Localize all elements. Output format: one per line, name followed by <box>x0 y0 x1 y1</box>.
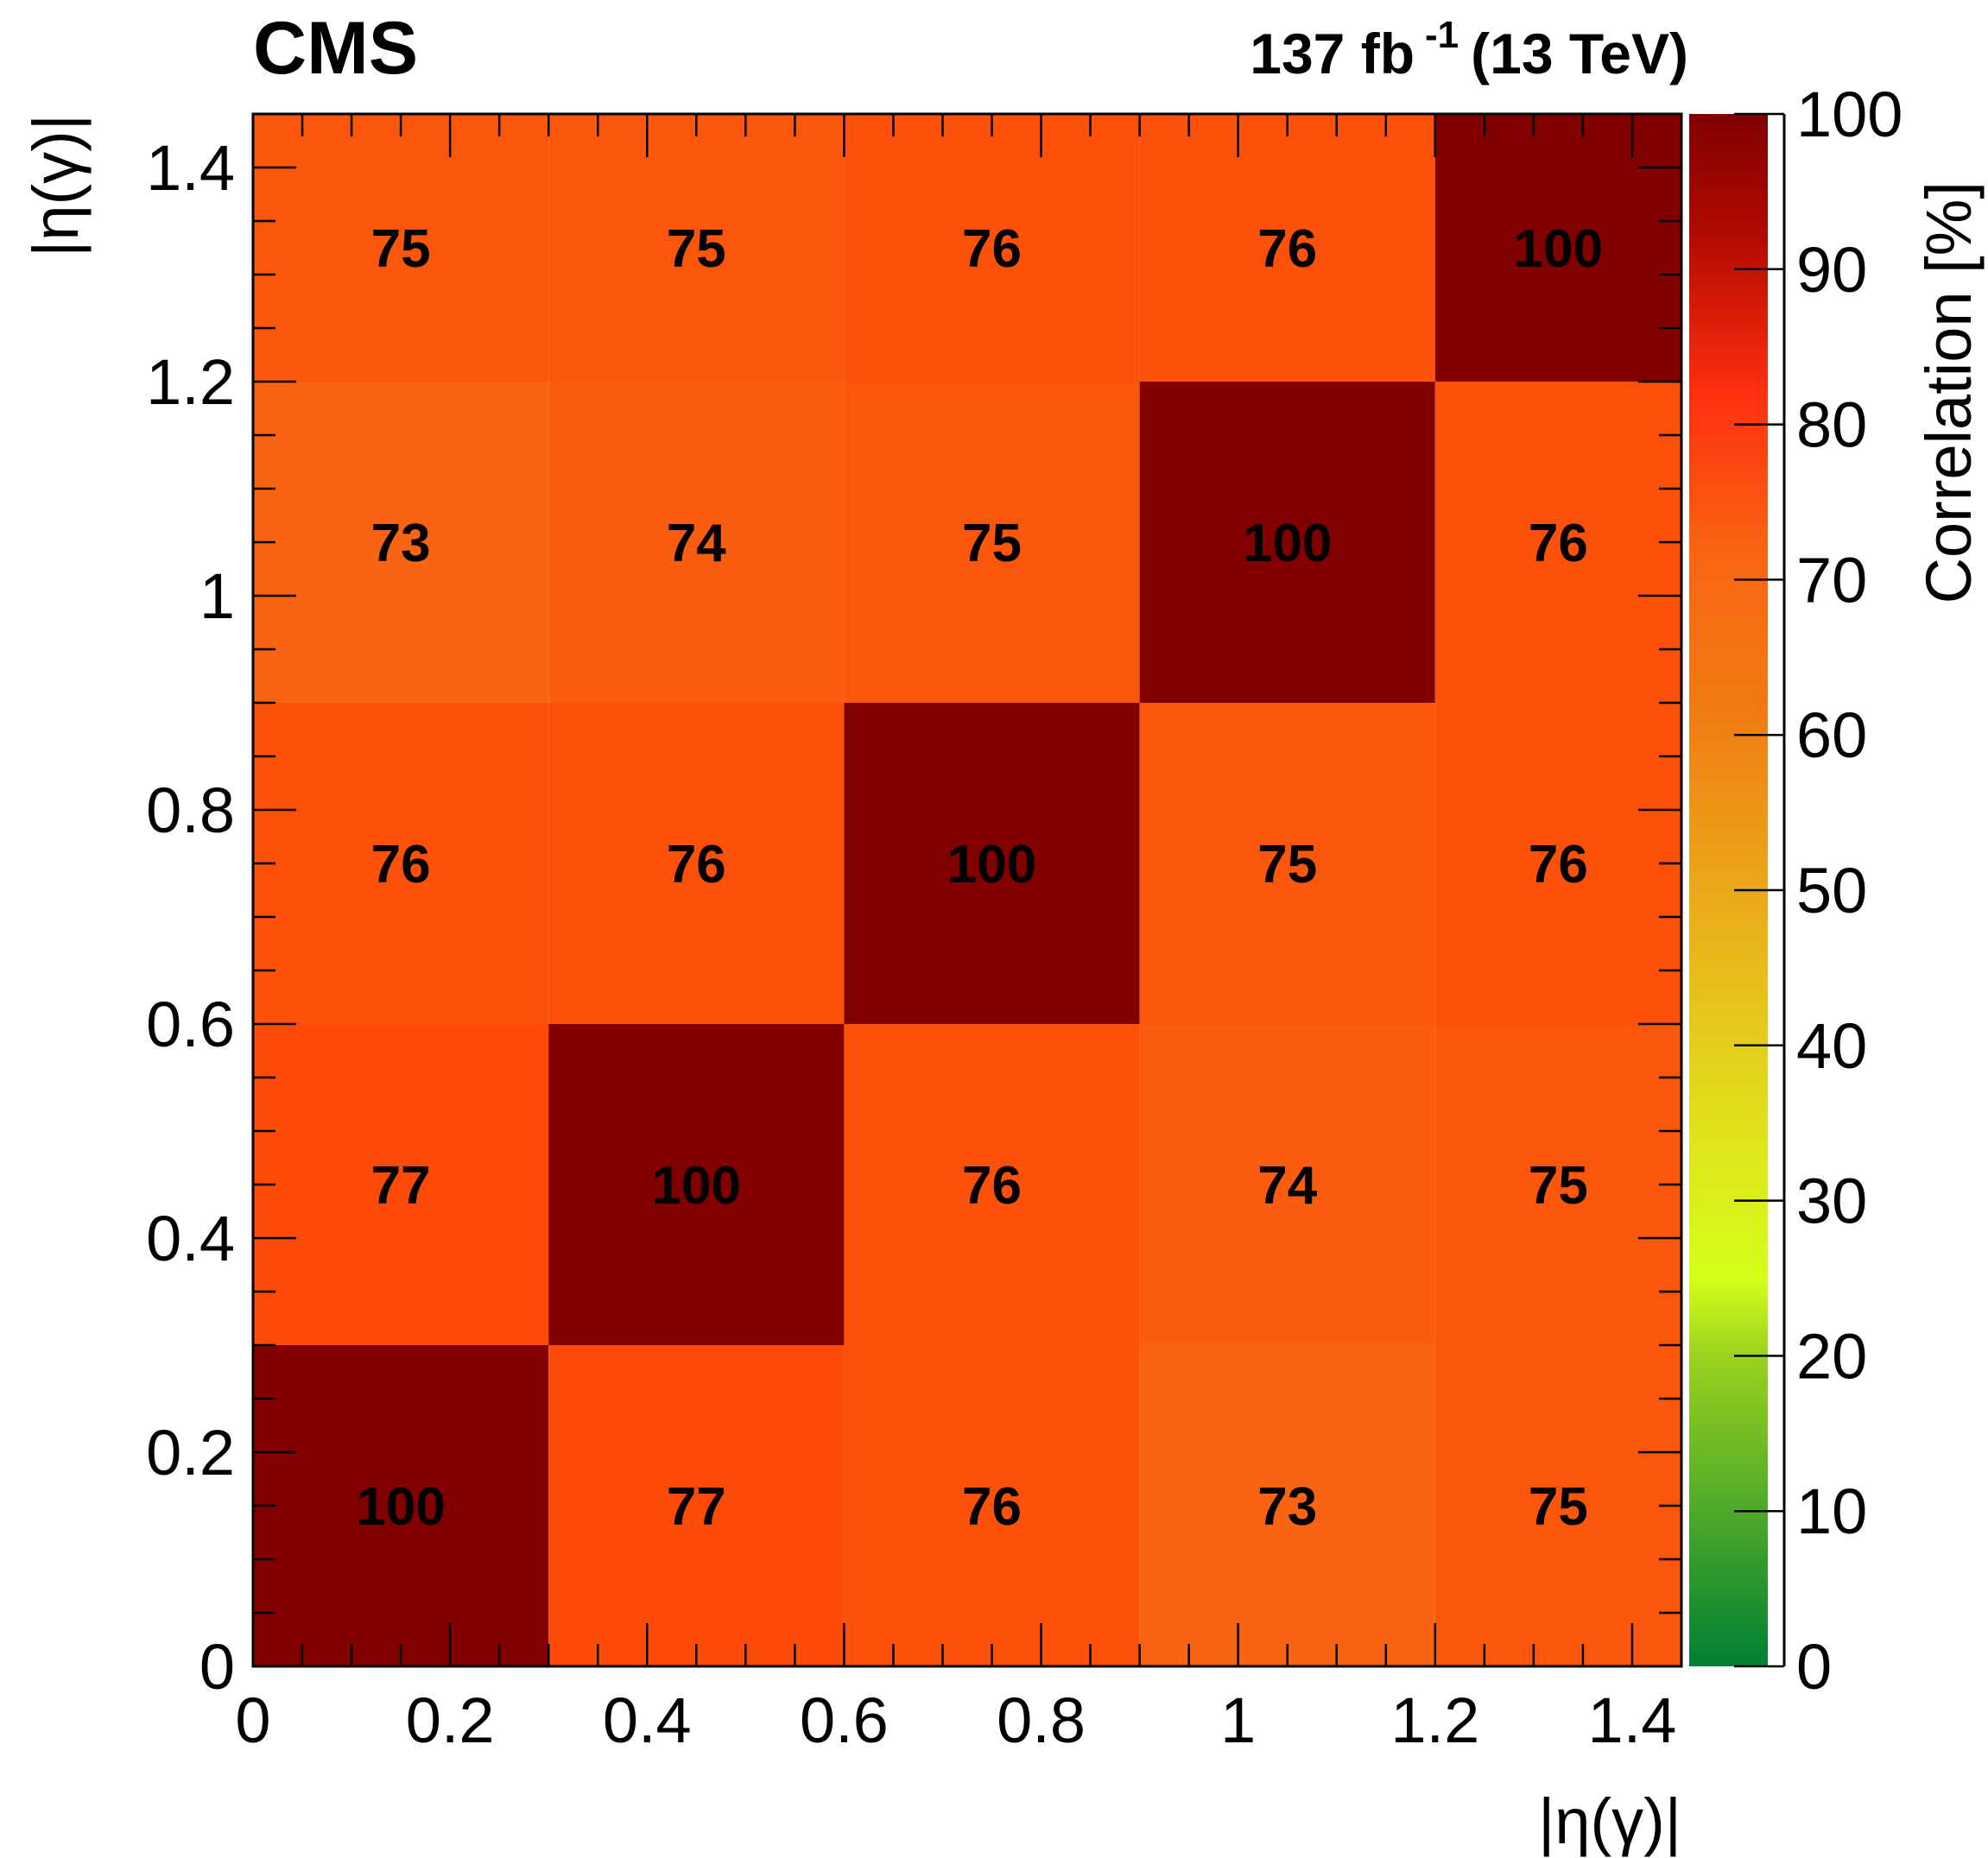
x-tick-label: 0.6 <box>800 1684 889 1756</box>
experiment-label: CMS <box>253 7 418 90</box>
heatmap-cell <box>1434 1345 1681 1666</box>
cell-value-label: 76 <box>1529 835 1588 894</box>
heatmap-cell-labels: 100 77 76 73 75 77 100 76 74 75 76 76 100 75 76 73 74 75 1… <box>356 219 1603 1537</box>
y-tick-label: 1 <box>199 560 235 632</box>
colorbar-tick-labels: 0 10 20 30 40 50 60 70 80 90 100 <box>1796 79 1903 1703</box>
cell-value-label: 75 <box>371 219 431 279</box>
luminosity-label: 137 fb -1 (13 TeV) <box>1250 14 1688 85</box>
colorbar-tick-label: 0 <box>1796 1631 1832 1703</box>
cell-value-label: 75 <box>667 219 726 279</box>
cell-value-label: 73 <box>1257 1477 1317 1537</box>
x-tick-label: 1.4 <box>1588 1684 1677 1756</box>
heatmap-cell <box>1139 382 1435 703</box>
x-tick-label: 1 <box>1220 1684 1256 1756</box>
lumi-exponent: -1 <box>1425 14 1459 56</box>
colorbar-title: Correlation [%] <box>1913 181 1985 604</box>
heatmap-cell <box>844 1345 1140 1666</box>
heatmap-cell <box>1139 1345 1435 1666</box>
cell-value-label: 76 <box>371 835 431 894</box>
cell-value-label: 75 <box>1529 1156 1588 1216</box>
heatmap-cell <box>1139 1024 1435 1345</box>
colorbar-ticks <box>1734 112 1784 1668</box>
colorbar-tick-label: 10 <box>1796 1476 1867 1547</box>
heatmap-cell <box>1434 382 1681 703</box>
colorbar-tick-label: 90 <box>1796 234 1867 306</box>
heatmap-cell <box>253 1024 549 1345</box>
cell-value-label: 100 <box>947 835 1036 894</box>
heatmap-cell <box>548 703 845 1024</box>
cell-value-label: 74 <box>1257 1156 1317 1216</box>
heatmap-cell <box>253 114 549 382</box>
cell-value-label: 74 <box>667 514 726 573</box>
y-tick-label: 0.8 <box>146 774 235 846</box>
cell-value-label: 75 <box>1257 835 1317 894</box>
heatmap-cell <box>844 382 1140 703</box>
cell-value-label: 77 <box>667 1477 726 1537</box>
colorbar-tick-label: 20 <box>1796 1320 1867 1392</box>
heatmap-cell <box>1139 703 1435 1024</box>
y-tick-label: 1.4 <box>146 132 235 204</box>
colorbar-tick-label: 60 <box>1796 699 1867 771</box>
heatmap-cell <box>548 114 845 382</box>
cell-value-label: 77 <box>371 1156 431 1216</box>
y-tick-label: 0.4 <box>146 1203 235 1274</box>
x-tick-label: 0.4 <box>603 1684 692 1756</box>
cell-value-label: 73 <box>371 514 431 573</box>
cell-value-label: 100 <box>356 1477 445 1537</box>
energy-label: (13 TeV) <box>1471 22 1688 85</box>
x-tick-label: 0.2 <box>406 1684 495 1756</box>
heatmap-cell <box>548 1024 845 1345</box>
heatmap-cell <box>548 382 845 703</box>
heatmap-cell <box>1434 703 1681 1024</box>
cell-value-label: 76 <box>962 219 1022 279</box>
y-axis-title: |η(γ)| <box>20 114 92 257</box>
colorbar-tick-label: 30 <box>1796 1166 1867 1237</box>
heatmap-cell <box>1434 114 1681 382</box>
x-tick-label: 1.2 <box>1390 1684 1479 1756</box>
colorbar-tick-label: 70 <box>1796 544 1867 616</box>
heatmap-cell <box>1139 114 1435 382</box>
cell-value-label: 75 <box>1529 1477 1588 1537</box>
heatmap-cell <box>253 703 549 1024</box>
plot-frame <box>251 112 1683 1668</box>
x-tick-label: 0 <box>235 1684 270 1756</box>
heatmap-cell <box>844 1024 1140 1345</box>
cell-value-label: 100 <box>1514 219 1603 279</box>
y-tick-label: 0.6 <box>146 989 235 1060</box>
cell-value-label: 76 <box>667 835 726 894</box>
x-axis-title: |η(γ)| <box>1538 1785 1681 1857</box>
cell-value-label: 76 <box>962 1477 1022 1537</box>
colorbar-tick-label: 40 <box>1796 1010 1867 1082</box>
colorbar-tick-label: 50 <box>1796 855 1867 926</box>
colorbar-tick-label: 80 <box>1796 389 1867 461</box>
y-tick-label: 0.2 <box>146 1417 235 1488</box>
axis-ticks <box>251 114 1681 1668</box>
cell-value-label: 100 <box>652 1156 741 1216</box>
heatmap-cell <box>253 382 549 703</box>
y-tick-label: 0 <box>199 1631 235 1703</box>
heatmap-cell <box>1434 1024 1681 1345</box>
heatmap-cell <box>253 1345 549 1666</box>
x-tick-labels: 0 0.2 0.4 0.6 0.8 1 1.2 1.4 <box>235 1684 1676 1756</box>
y-tick-labels: 0 0.2 0.4 0.6 0.8 1 1.2 1.4 <box>146 132 235 1703</box>
cell-value-label: 76 <box>962 1156 1022 1216</box>
heatmap-cell <box>844 114 1140 382</box>
cell-value-label: 100 <box>1243 514 1332 573</box>
lumi-value: 137 fb <box>1250 22 1415 85</box>
heatmap-cell <box>548 1345 845 1666</box>
colorbar-tick-label: 100 <box>1796 79 1903 150</box>
cell-value-label: 75 <box>962 514 1022 573</box>
cell-value-label: 76 <box>1257 219 1317 279</box>
cell-value-label: 76 <box>1529 514 1588 573</box>
y-tick-label: 1.2 <box>146 346 235 418</box>
x-tick-label: 0.8 <box>997 1684 1086 1756</box>
heatmap-cells <box>253 114 1681 1666</box>
heatmap-cell <box>844 703 1140 1024</box>
